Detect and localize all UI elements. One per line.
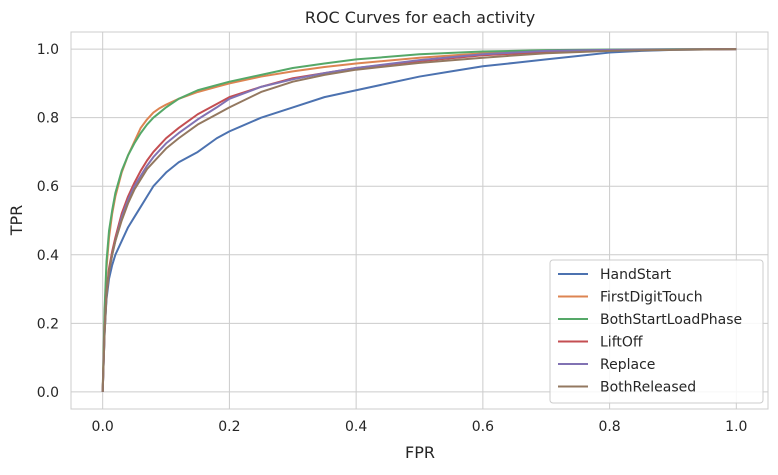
y-tick-labels: 0.0 0.2 0.4 0.6 0.8 1.0 xyxy=(37,42,59,401)
grid-lines xyxy=(71,32,768,409)
x-tick-label: 0.6 xyxy=(472,419,494,435)
legend-label: FirstDigitTouch xyxy=(600,290,703,306)
legend-label: HandStart xyxy=(600,267,672,283)
y-tick-label: 0.6 xyxy=(37,179,59,195)
x-tick-label: 0.4 xyxy=(345,419,367,435)
legend: HandStart FirstDigitTouch BothStartLoadPha… xyxy=(549,259,764,404)
x-tick-label: 0.2 xyxy=(218,419,240,435)
plot-frame xyxy=(70,31,769,410)
y-tick-label: 1.0 xyxy=(37,42,59,58)
y-tick-label: 0.2 xyxy=(37,316,59,332)
x-tick-label: 0.8 xyxy=(598,419,620,435)
x-tick-label: 0.0 xyxy=(92,419,114,435)
series-lines xyxy=(101,48,737,392)
x-axis-label: FPR xyxy=(405,443,435,462)
legend-items: HandStart FirstDigitTouch BothStartLoadPha… xyxy=(558,267,742,396)
series-line-bothstartloadphase xyxy=(101,48,737,392)
chart-title: ROC Curves for each activity xyxy=(305,8,535,27)
series-line-handstart xyxy=(101,48,737,392)
y-tick-label: 0.0 xyxy=(37,385,59,401)
x-tick-label: 1.0 xyxy=(725,419,747,435)
y-tick-label: 0.4 xyxy=(37,248,59,264)
y-tick-label: 0.8 xyxy=(37,111,59,127)
x-tick-labels: 0.0 0.2 0.4 0.6 0.8 1.0 xyxy=(92,419,748,435)
legend-label: BothStartLoadPhase xyxy=(600,312,742,328)
legend-label: Replace xyxy=(600,357,655,373)
legend-label: LiftOff xyxy=(600,335,643,351)
y-axis-label: TPR xyxy=(7,205,26,237)
series-line-bothreleased xyxy=(101,48,737,392)
legend-box xyxy=(549,259,764,404)
legend-label: BothReleased xyxy=(600,380,696,396)
